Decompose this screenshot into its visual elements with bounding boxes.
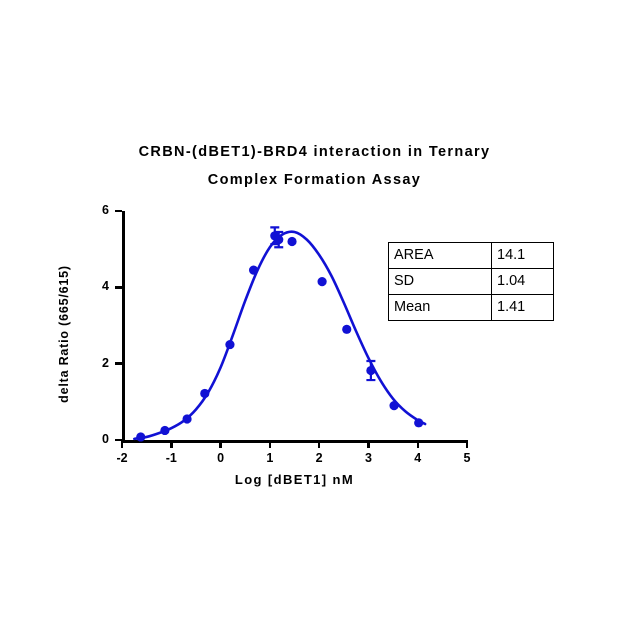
y-axis-line	[122, 211, 125, 440]
x-tick-label: 5	[463, 451, 471, 465]
x-tick-mark	[465, 440, 469, 448]
x-tick-label: 0	[217, 451, 225, 465]
data-point	[200, 388, 210, 399]
table-row: Mean 1.41	[388, 294, 554, 321]
x-axis-label: Log [dBET1] nM	[234, 472, 355, 487]
x-tick-label: 4	[414, 451, 422, 465]
data-point	[182, 414, 192, 424]
y-tick-mark	[115, 286, 122, 289]
table-row: AREA 14.1	[388, 242, 554, 269]
x-axis-line	[122, 440, 467, 443]
x-tick-mark	[317, 440, 321, 448]
chart-title: CRBN-(dBET1)-BRD4 interaction in Ternary…	[0, 138, 629, 194]
y-tick-label: 6	[102, 203, 109, 217]
x-tick-mark	[367, 440, 370, 448]
stat-label: SD	[388, 268, 492, 295]
chart-title-line-1: CRBN-(dBET1)-BRD4 interaction in Ternary	[138, 144, 491, 160]
y-axis-label: delta Ratio (665/615)	[57, 265, 71, 403]
data-point	[248, 265, 259, 275]
y-tick-mark	[115, 362, 122, 365]
fit-curve	[133, 230, 427, 441]
x-tick-mark	[120, 440, 124, 448]
table-row: SD 1.04	[388, 268, 554, 295]
data-point	[366, 365, 376, 376]
stat-label: AREA	[388, 242, 492, 269]
x-tick-label: 3	[364, 451, 372, 465]
data-point	[274, 235, 284, 245]
x-tick-label: 2	[315, 451, 323, 465]
data-series-plot	[133, 226, 427, 442]
y-tick-label: 0	[102, 432, 109, 446]
stat-value: 1.41	[491, 294, 554, 321]
x-tick-label: -2	[116, 451, 128, 465]
x-tick-label: -1	[165, 451, 177, 465]
stats-table: AREA 14.1 SD 1.04 Mean 1.41	[388, 242, 554, 321]
data-point	[136, 432, 146, 442]
data-point	[342, 324, 352, 334]
y-tick-mark	[115, 438, 122, 442]
chart-title-line-2: Complex Formation Assay	[207, 172, 422, 188]
stat-value: 1.04	[491, 268, 554, 295]
stat-value: 14.1	[491, 242, 554, 269]
y-tick-mark	[115, 209, 122, 213]
x-tick-mark	[219, 440, 222, 448]
data-point	[225, 339, 235, 350]
x-tick-mark	[268, 440, 272, 448]
x-tick-label: 1	[266, 451, 274, 465]
y-tick-label: 2	[102, 355, 109, 370]
data-point	[414, 418, 424, 428]
data-point	[160, 425, 170, 436]
plot-area: 0 2 4 6 -2 -1 0 1 2 3 4 5	[102, 203, 470, 465]
x-tick-mark	[170, 440, 173, 448]
data-point	[317, 277, 327, 287]
data-point	[287, 236, 297, 247]
data-point	[389, 401, 399, 411]
stat-label: Mean	[388, 294, 492, 321]
x-tick-mark	[416, 440, 419, 448]
y-tick-label: 4	[102, 279, 109, 294]
